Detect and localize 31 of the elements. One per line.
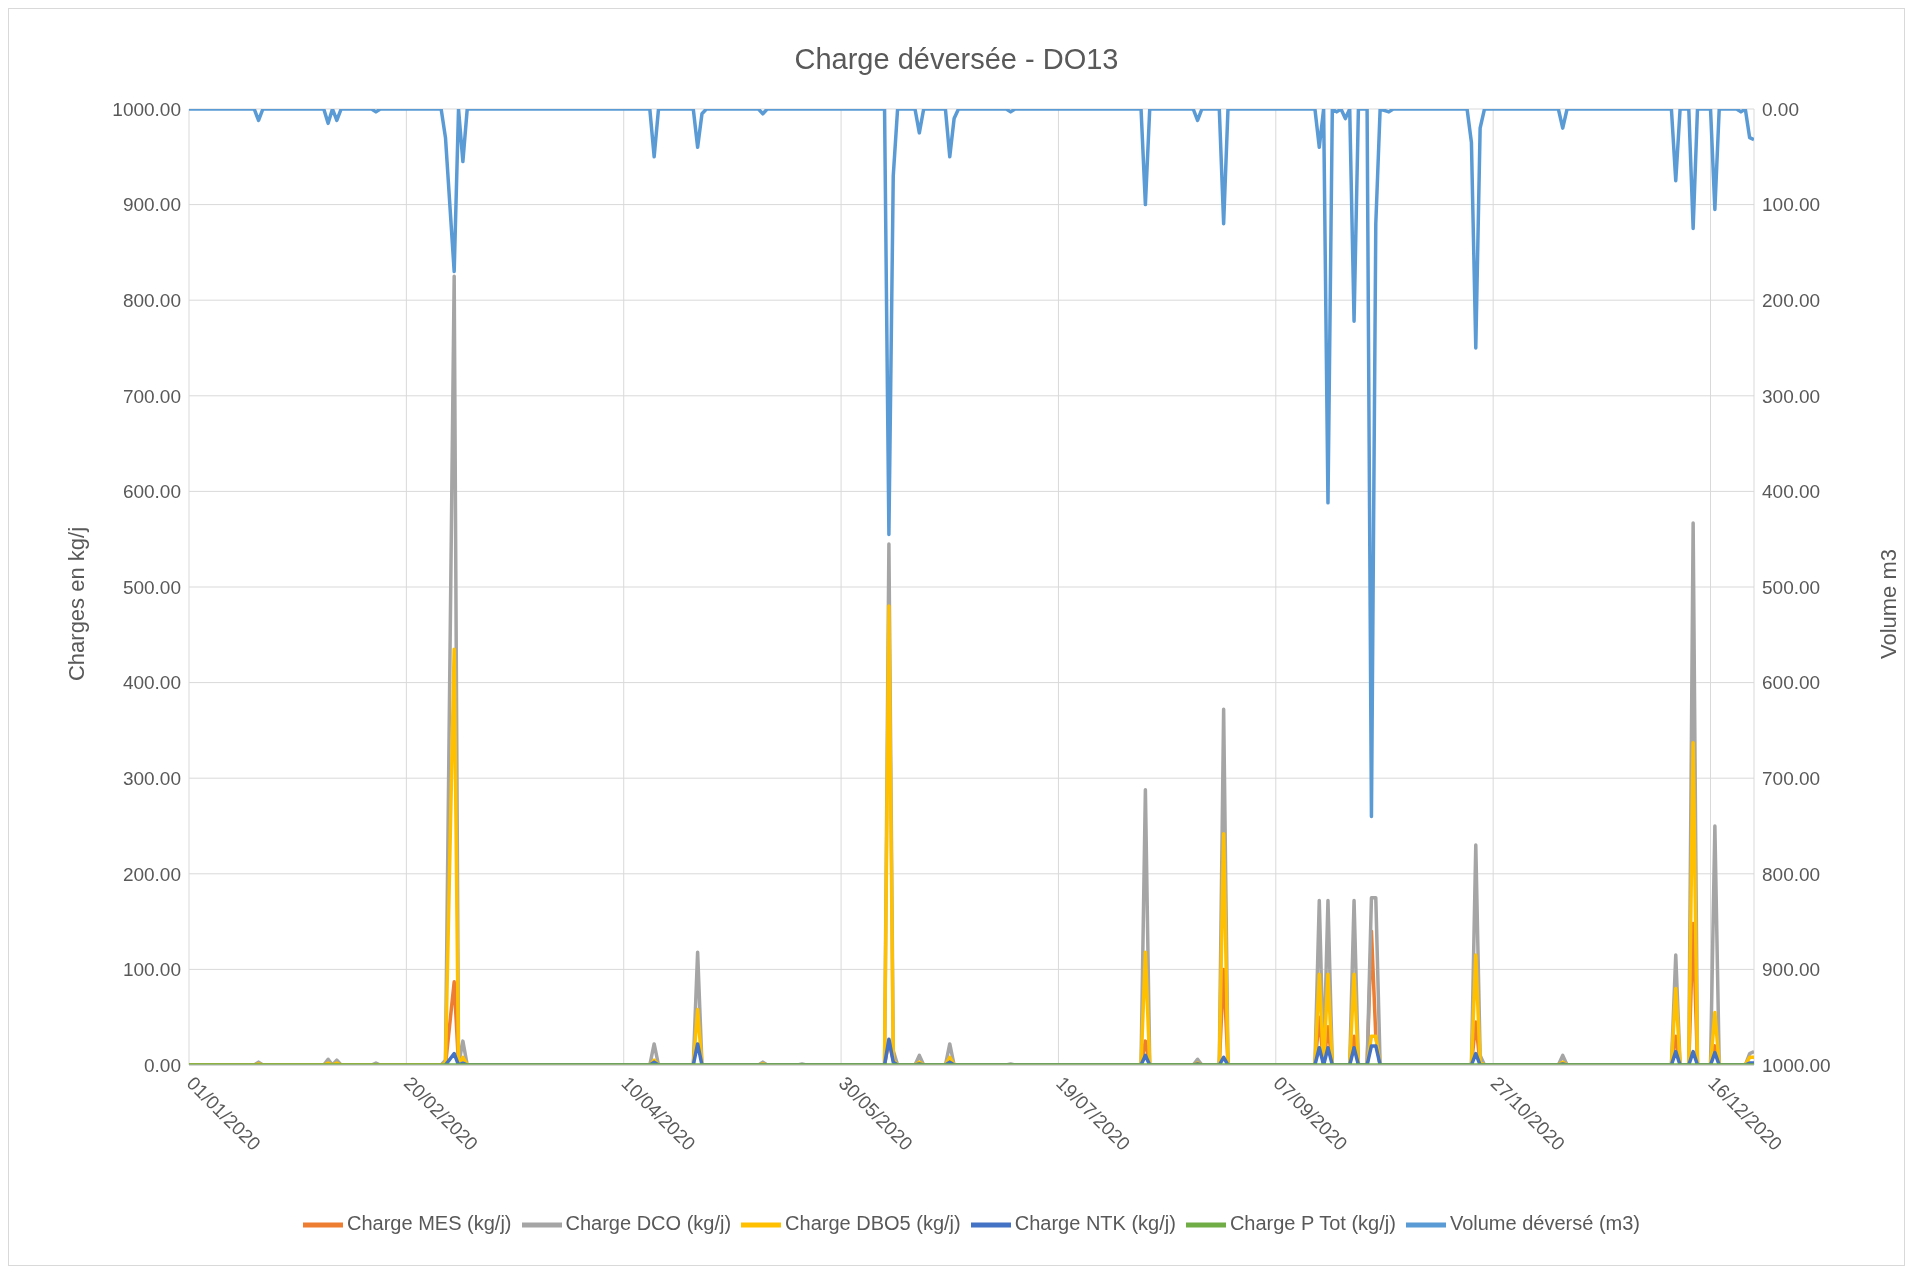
- y-tick-label: 400.00: [122, 672, 181, 694]
- y-tick-label: 1000.00: [112, 98, 181, 120]
- y2-tick-label: 0.00: [1762, 98, 1799, 120]
- y2-tick-label: 800.00: [1762, 863, 1821, 885]
- legend-label: Charge P Tot (kg/j): [1229, 1212, 1396, 1235]
- legend-label: Charge MES (kg/j): [347, 1212, 512, 1235]
- y-axis-title: Charges en kg/j: [64, 526, 90, 682]
- y2-tick-label: 100.00: [1762, 194, 1821, 216]
- y-tick-label: 800.00: [122, 289, 181, 311]
- y2-tick-label: 700.00: [1762, 767, 1821, 789]
- y-tick-label: 500.00: [122, 576, 181, 598]
- y2-axis-title: Volume m3: [1876, 548, 1902, 660]
- y2-tick-label: 600.00: [1762, 672, 1821, 694]
- y2-tick-label: 300.00: [1762, 385, 1821, 407]
- y2-tick-label: 900.00: [1762, 959, 1821, 981]
- legend-label: Charge DCO (kg/j): [565, 1212, 732, 1235]
- chart-title: Charge déversée - DO13: [793, 43, 1120, 76]
- y-tick-label: 0.00: [144, 1054, 181, 1076]
- y-tick-label: 200.00: [122, 863, 181, 885]
- legend-label: Volume déversé (m3): [1449, 1212, 1640, 1235]
- legend-label: Charge DBO5 (kg/j): [785, 1212, 961, 1235]
- y2-tick-label: 500.00: [1762, 576, 1821, 598]
- y-tick-label: 600.00: [122, 481, 181, 503]
- y-tick-label: 900.00: [122, 194, 181, 216]
- y-tick-label: 300.00: [122, 767, 181, 789]
- y2-tick-label: 1000.00: [1762, 1054, 1831, 1076]
- y-tick-label: 700.00: [122, 385, 181, 407]
- y-tick-label: 100.00: [122, 959, 181, 981]
- legend-label: Charge NTK (kg/j): [1014, 1212, 1176, 1235]
- y2-tick-label: 200.00: [1762, 289, 1821, 311]
- y2-tick-label: 400.00: [1762, 481, 1821, 503]
